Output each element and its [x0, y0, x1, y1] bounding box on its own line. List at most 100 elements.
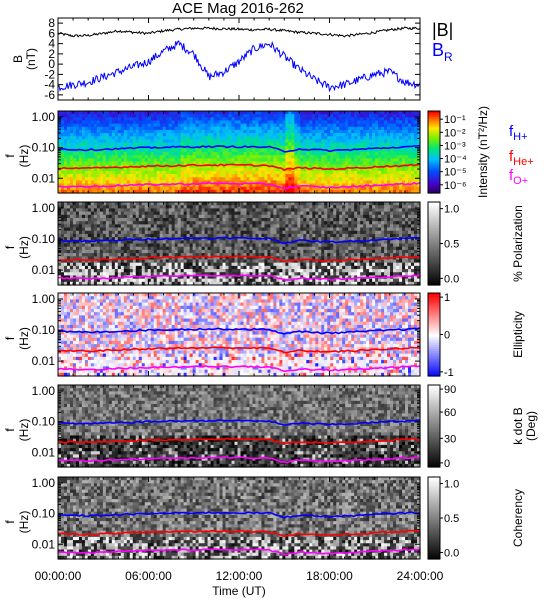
intensity-cell [303, 145, 307, 150]
intensity-cell [132, 123, 137, 128]
intensity-cell [321, 142, 325, 147]
intensity-cell [234, 114, 239, 118]
polarization-cell [132, 281, 137, 286]
intensity-cell [231, 152, 236, 156]
polarization-cell [198, 202, 203, 206]
polarization-cell [162, 205, 167, 209]
polarization-cell [195, 221, 200, 225]
polarization-cell [219, 262, 224, 267]
intensity-cell [306, 120, 310, 125]
intensity-cell [318, 177, 322, 181]
intensity-cell [303, 161, 307, 166]
intensity-cell [375, 126, 379, 131]
intensity-cell [117, 142, 122, 147]
intensity-cell [270, 136, 274, 140]
intensity-cell [174, 148, 179, 153]
polarization-cell [78, 217, 83, 222]
intensity-cell [342, 186, 346, 191]
polarization-cell [228, 214, 233, 219]
polarization-cell [192, 275, 197, 280]
intensity-cell [60, 111, 65, 115]
intensity-cell [216, 129, 221, 134]
intensity-cell [162, 186, 167, 191]
intensity-cell [345, 139, 349, 144]
polarization-cell [78, 265, 83, 270]
polarization-cell [96, 221, 101, 225]
intensity-cell [408, 189, 412, 194]
intensity-cell [354, 164, 358, 169]
intensity-cell [294, 145, 298, 150]
intensity-cell [114, 111, 119, 115]
intensity-cell [369, 170, 373, 175]
polarization-cell [189, 278, 194, 283]
intensity-cell [93, 167, 98, 172]
polarization-cell [225, 262, 230, 267]
intensity-cell [123, 123, 128, 128]
intensity-cell [141, 139, 146, 144]
polarization-cell [60, 278, 65, 283]
polarization-cell [204, 265, 209, 270]
polarization-cell [228, 202, 233, 206]
intensity-cell [174, 161, 179, 166]
intensity-cell [258, 186, 263, 191]
polarization-cell [222, 246, 227, 251]
intensity-cell [405, 152, 409, 156]
polarization-cell [105, 256, 110, 261]
intensity-cell [285, 126, 289, 131]
polarization-cell [111, 208, 116, 213]
polarization-cell [102, 272, 107, 277]
intensity-cell [201, 148, 206, 153]
intensity-cell [177, 189, 182, 194]
intensity-cell [219, 133, 224, 137]
intensity-cell [171, 139, 176, 144]
intensity-cell [126, 136, 131, 140]
intensity-cell [60, 186, 65, 191]
intensity-cell [330, 177, 334, 181]
intensity-cell [342, 142, 346, 147]
polarization-cell [177, 269, 182, 273]
intensity-cell [258, 117, 263, 122]
polarization-cell [159, 240, 164, 245]
intensity-cell [180, 177, 185, 181]
polarization-cell [129, 227, 134, 232]
intensity-cell [297, 114, 301, 118]
intensity-cell [72, 139, 77, 144]
intensity-cell [378, 189, 382, 194]
polarization-cell [168, 240, 173, 245]
polarization-cell [105, 233, 110, 238]
polarization-cell [60, 211, 65, 216]
intensity-cell [108, 129, 113, 134]
polarization-cell [81, 237, 86, 241]
intensity-cell [201, 142, 206, 147]
polarization-cell [162, 265, 167, 270]
intensity-cell [225, 133, 230, 137]
intensity-cell [336, 123, 340, 128]
intensity-cell [198, 155, 203, 159]
intensity-cell [129, 155, 134, 159]
intensity-cell [219, 117, 224, 122]
intensity-cell [138, 133, 143, 137]
intensity-cell [93, 133, 98, 137]
intensity-cell [381, 167, 385, 172]
intensity-cell [177, 111, 182, 115]
intensity-cell [147, 189, 152, 194]
intensity-cell [297, 180, 301, 185]
intensity-cell [216, 164, 221, 169]
polarization-cell [132, 214, 137, 219]
intensity-cell [141, 186, 146, 191]
intensity-cell [87, 126, 92, 131]
intensity-cell [345, 170, 349, 175]
intensity-cell [264, 170, 269, 175]
intensity-colorbar-step [428, 119, 440, 122]
intensity-cell [69, 155, 74, 159]
intensity-cell [345, 136, 349, 140]
intensity-cell [210, 186, 215, 191]
intensity-cell [222, 152, 227, 156]
intensity-cell [63, 170, 68, 175]
polarization-cell [123, 249, 128, 254]
polarization-cell [150, 281, 155, 286]
polarization-cell [90, 246, 95, 251]
intensity-cell [294, 133, 298, 137]
intensity-cell [372, 152, 376, 156]
polarization-cell [156, 217, 161, 222]
